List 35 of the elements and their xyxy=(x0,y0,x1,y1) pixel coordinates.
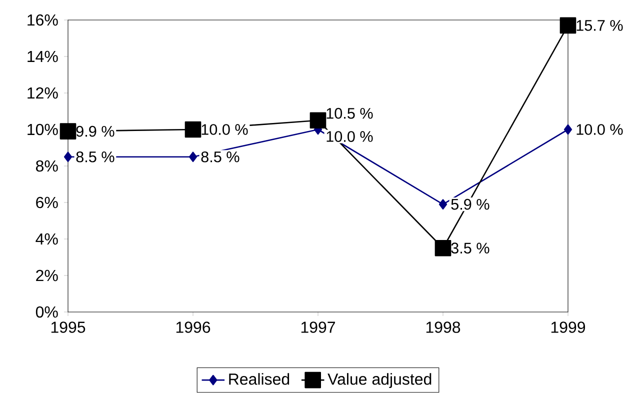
point xyxy=(434,240,452,256)
point xyxy=(564,124,572,135)
y-tick-label: 12% xyxy=(28,87,58,99)
point xyxy=(438,199,448,210)
data-label: 10.0 % xyxy=(202,124,248,135)
y-tick-label: 10% xyxy=(28,124,58,136)
point xyxy=(310,112,326,129)
point xyxy=(60,123,76,140)
data-label: 8.5 % xyxy=(76,151,114,162)
x-tick-label: 1998 xyxy=(426,322,460,333)
data-label: 3.5 % xyxy=(451,242,490,254)
y-tick-label: 0% xyxy=(36,306,58,318)
data-label: 15.7 % xyxy=(576,20,623,31)
x-tick-label: 1999 xyxy=(551,322,586,333)
point xyxy=(188,152,198,162)
data-label: 5.9 % xyxy=(451,198,490,210)
legend-label: Value adjusted xyxy=(328,373,432,388)
x-tick-label: 1997 xyxy=(301,322,335,333)
point xyxy=(560,17,576,34)
data-label: 9.9 % xyxy=(76,126,114,137)
y-tick-label: 14% xyxy=(28,50,58,62)
data-label: 10.5 % xyxy=(326,108,373,119)
y-tick-label: 6% xyxy=(36,196,58,208)
x-tick-label: 1996 xyxy=(176,322,210,333)
data-label: 10.0 % xyxy=(576,124,623,135)
y-tick-label: 4% xyxy=(36,233,58,245)
y-tick-label: 2% xyxy=(36,270,58,282)
legend-label: Realised xyxy=(229,373,290,385)
data-label: 8.5 % xyxy=(201,151,240,162)
point xyxy=(184,121,202,138)
y-tick-label: 16% xyxy=(28,14,58,26)
data-label: 10.0 % xyxy=(326,131,373,142)
x-tick-label: 1995 xyxy=(51,322,86,333)
point xyxy=(64,152,72,162)
y-tick-label: 8% xyxy=(36,160,58,172)
